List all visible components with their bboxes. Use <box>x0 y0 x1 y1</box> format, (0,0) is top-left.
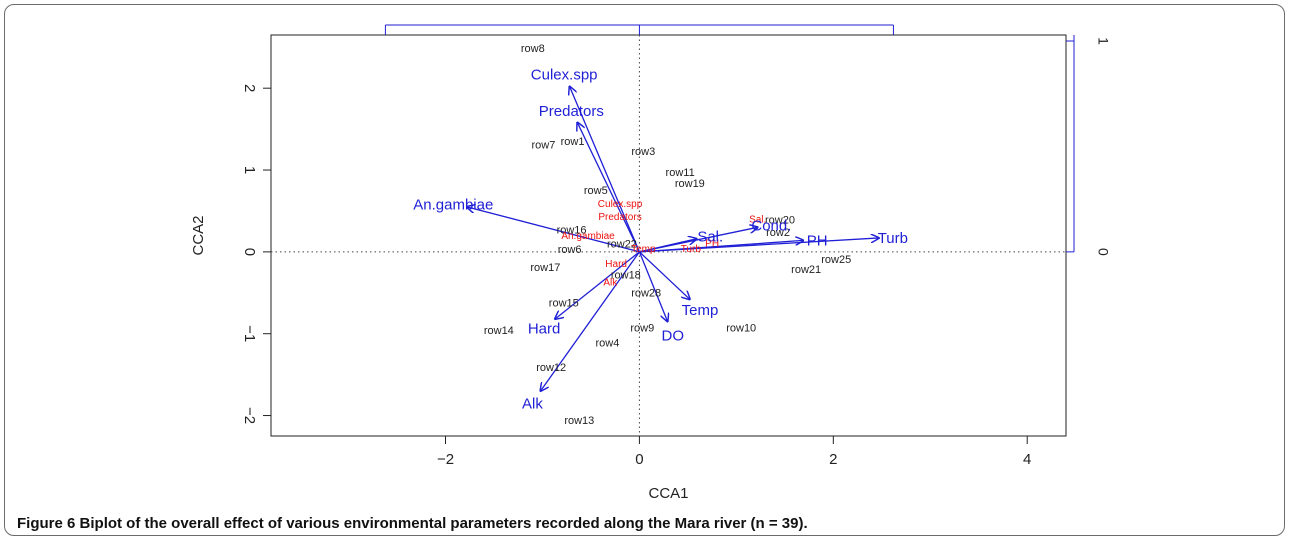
species-label: PH <box>705 238 719 249</box>
x-tick-label: 2 <box>829 451 837 468</box>
biplot-arrow <box>638 251 667 322</box>
right-axis-tick-label: 1 <box>1095 37 1111 45</box>
plot-border <box>270 34 1067 437</box>
site-label: row16 <box>557 224 587 236</box>
x-tick-label: 0 <box>635 451 643 468</box>
caption-label: Figure 6 <box>17 515 76 532</box>
site-label: row21 <box>791 264 821 276</box>
species-label: Hard <box>605 259 627 270</box>
arrow-label: An.gambiae <box>413 196 493 213</box>
site-label: row1 <box>561 136 585 148</box>
biplot-arrow <box>639 238 878 253</box>
site-label: row3 <box>631 146 655 158</box>
y-tick-label: 2 <box>241 84 258 92</box>
arrow-label: Temp <box>682 302 719 319</box>
biplot-arrow <box>570 87 641 253</box>
species-label: Temp <box>631 244 656 255</box>
site-label: row22 <box>607 238 637 250</box>
y-tick-label: 0 <box>241 248 258 256</box>
site-label: row7 <box>532 139 556 151</box>
biplot-arrow <box>541 251 640 391</box>
site-label: row17 <box>530 262 560 274</box>
site-label: row18 <box>611 270 641 282</box>
site-label: row2 <box>766 227 790 239</box>
y-tick-label: 1 <box>241 166 258 174</box>
arrow-label: Sal. <box>697 229 723 246</box>
site-label: row5 <box>584 185 608 197</box>
species-label: An.gambiae <box>561 231 615 242</box>
species-label: Alk <box>603 278 618 289</box>
arrow-label: Turb <box>878 230 908 247</box>
y-tick-label: −2 <box>241 407 258 424</box>
site-label: row28 <box>631 288 661 300</box>
species-label: Culex.spp <box>598 199 643 210</box>
site-label: row19 <box>675 178 705 190</box>
caption-text: Biplot of the overall effect of various … <box>79 515 808 532</box>
biplot-arrow <box>467 207 640 253</box>
y-axis-title: CCA2 <box>190 215 207 255</box>
arrow-label: Alk <box>522 395 543 412</box>
right-axis-tick-label: 0 <box>1095 248 1111 256</box>
site-label: row10 <box>726 323 756 335</box>
x-axis-title: CCA1 <box>648 485 688 502</box>
arrow-label: PH <box>807 232 828 249</box>
biplot-arrow <box>577 123 641 253</box>
site-label: row14 <box>484 325 514 337</box>
site-label: row11 <box>666 167 695 179</box>
x-tick-label: −2 <box>437 451 454 468</box>
x-tick-label: 4 <box>1023 451 1031 468</box>
arrow-label: Culex.spp <box>531 67 598 84</box>
site-label: row9 <box>630 323 654 335</box>
biplot-arrow <box>638 251 689 299</box>
cca-biplot: −2 0 2 4 −2 −1 0 1 2 CCA1 CCA2 0 1 row8 row7 row1 row3 ro… <box>190 24 1111 502</box>
species-label: Turb <box>681 244 702 255</box>
site-label: row13 <box>564 415 594 427</box>
site-label: row6 <box>558 244 582 256</box>
biplot-arrow <box>639 227 757 253</box>
arrow-label: Hard <box>528 321 561 338</box>
figure-frame: −2 0 2 4 −2 −1 0 1 2 CCA1 CCA2 0 1 row8 row7 row1 row3 ro… <box>4 4 1285 536</box>
site-label: row15 <box>549 297 579 309</box>
arrow-label: DO <box>662 327 685 344</box>
y-tick-label: −1 <box>241 325 258 342</box>
site-label: row8 <box>521 43 545 55</box>
biplot-arrow <box>555 251 640 319</box>
arrow-label: Predators <box>539 103 604 120</box>
species-label: Predators <box>598 212 641 223</box>
figure-caption: Figure 6 Biplot of the overall effect of… <box>17 515 808 532</box>
site-label: row4 <box>595 337 619 349</box>
site-label: row20 <box>765 215 795 227</box>
site-label: row25 <box>821 254 851 266</box>
species-label: Sal. <box>749 215 766 226</box>
arrow-label: Cond. <box>751 217 791 234</box>
site-label: row12 <box>536 362 566 374</box>
